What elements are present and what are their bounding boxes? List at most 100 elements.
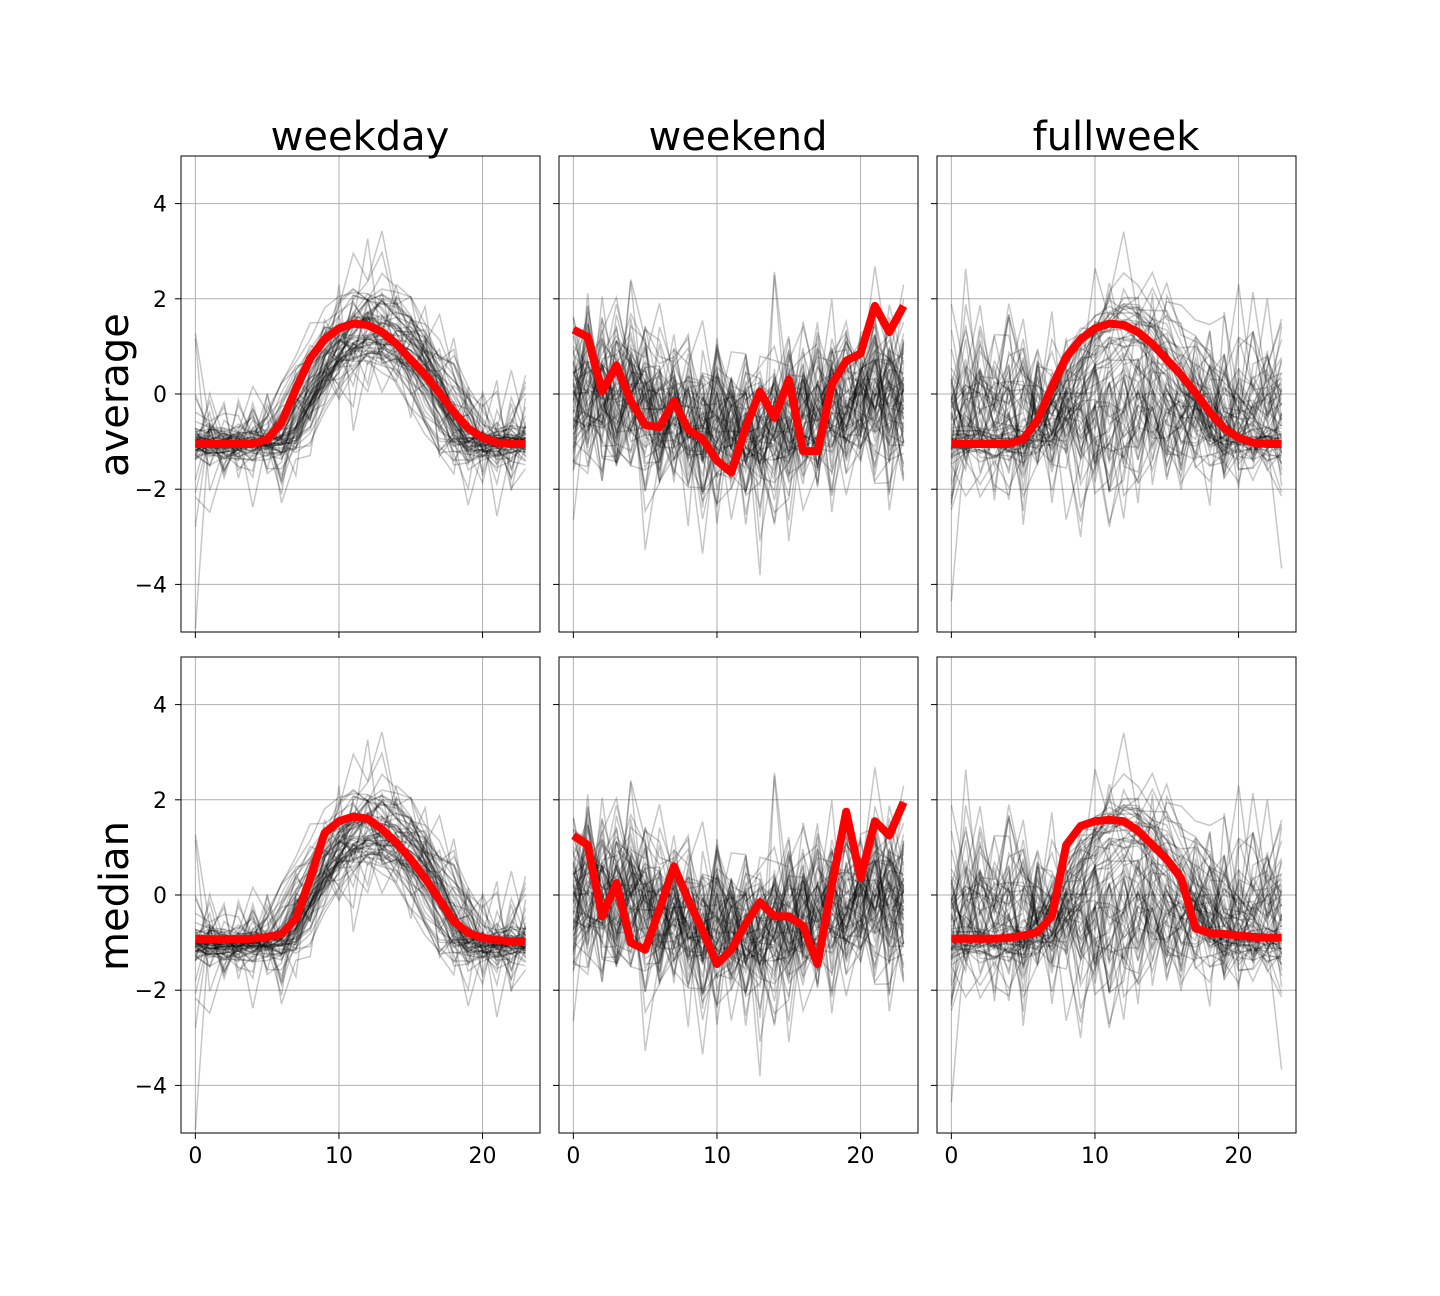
background-trace bbox=[195, 834, 527, 953]
background-trace bbox=[572, 797, 905, 972]
background-trace bbox=[194, 316, 526, 466]
background-trace bbox=[572, 826, 905, 959]
background-trace bbox=[951, 308, 1282, 454]
background-trace bbox=[572, 324, 905, 466]
background-trace bbox=[950, 819, 1283, 972]
background-trace bbox=[195, 789, 527, 955]
panel-average-weekend bbox=[553, 155, 919, 638]
background-trace bbox=[950, 826, 1283, 961]
background-trace bbox=[572, 339, 905, 453]
red-summary-line bbox=[571, 800, 908, 968]
background-trace bbox=[572, 825, 905, 967]
background-trace bbox=[195, 795, 526, 959]
background-trace bbox=[950, 349, 1283, 489]
background-trace bbox=[572, 850, 905, 997]
background-trace bbox=[950, 268, 1283, 490]
background-trace bbox=[194, 789, 527, 993]
background-trace bbox=[950, 332, 1283, 475]
x-tick-label: 10 bbox=[325, 1144, 353, 1169]
background-trace bbox=[194, 799, 526, 950]
background-trace bbox=[950, 843, 1283, 998]
background-trace bbox=[572, 772, 905, 1077]
background-trace bbox=[572, 279, 905, 483]
background-trace bbox=[572, 804, 905, 977]
background-trace bbox=[572, 335, 905, 476]
background-trace bbox=[950, 826, 1283, 993]
background-trace bbox=[194, 334, 526, 447]
background-trace bbox=[195, 338, 526, 457]
background-trace bbox=[194, 831, 527, 962]
background-trace bbox=[572, 805, 905, 1016]
background-trace bbox=[572, 815, 905, 978]
background-trace bbox=[572, 817, 904, 995]
x-tick-label: 0 bbox=[944, 1144, 958, 1169]
background-trace bbox=[950, 364, 1283, 512]
background-trace bbox=[951, 806, 1282, 956]
x-tick-label: 0 bbox=[188, 1144, 202, 1169]
background-trace bbox=[195, 293, 526, 458]
background-trace bbox=[950, 813, 1283, 1007]
y-tick-label: 2 bbox=[153, 288, 167, 313]
background-trace bbox=[572, 334, 905, 497]
background-trace bbox=[950, 830, 1283, 1039]
background-trace bbox=[195, 814, 527, 1005]
background-trace bbox=[950, 821, 1282, 954]
background-trace bbox=[194, 302, 527, 487]
background-trace bbox=[950, 847, 1283, 978]
background-trace bbox=[950, 832, 1283, 1001]
y-tick-label: 0 bbox=[153, 884, 167, 909]
background-trace bbox=[950, 772, 1282, 967]
background-trace bbox=[950, 792, 1283, 991]
background-trace bbox=[572, 795, 905, 1021]
background-trace bbox=[194, 813, 527, 992]
background-trace bbox=[572, 849, 905, 1021]
row-label-median: median bbox=[92, 821, 138, 971]
column-title-weekday: weekday bbox=[271, 114, 450, 160]
background-trace bbox=[950, 365, 1283, 479]
background-trace bbox=[951, 305, 1282, 455]
background-trace bbox=[572, 356, 905, 462]
background-trace bbox=[950, 292, 1283, 477]
background-trace bbox=[951, 344, 1282, 461]
background-trace bbox=[572, 358, 904, 513]
red-summary-line bbox=[195, 812, 526, 946]
background-trace bbox=[950, 268, 1283, 491]
red-summary-line bbox=[951, 815, 1282, 943]
background-trace bbox=[195, 334, 527, 452]
panel-average-fullweek bbox=[931, 155, 1297, 638]
background-trace bbox=[951, 339, 1282, 464]
background-trace bbox=[950, 850, 1283, 1005]
background-trace bbox=[195, 331, 526, 448]
background-trace bbox=[195, 835, 527, 953]
background-trace bbox=[950, 336, 1283, 471]
background-trace bbox=[950, 839, 1283, 975]
background-trace bbox=[194, 330, 527, 469]
background-trace bbox=[950, 807, 1282, 986]
background-traces bbox=[572, 767, 905, 1077]
background-trace bbox=[950, 834, 1283, 971]
background-trace bbox=[194, 250, 527, 473]
x-tick-label: 0 bbox=[566, 1144, 580, 1169]
background-trace bbox=[572, 767, 905, 978]
background-trace bbox=[950, 349, 1283, 504]
background-trace bbox=[572, 829, 905, 1014]
background-trace bbox=[950, 326, 1283, 479]
background-trace bbox=[195, 354, 526, 448]
background-trace bbox=[950, 346, 1283, 477]
background-trace bbox=[572, 835, 905, 966]
background-trace bbox=[950, 863, 1283, 984]
background-trace bbox=[951, 866, 1283, 996]
background-trace bbox=[572, 328, 905, 513]
background-trace bbox=[572, 331, 905, 493]
background-trace bbox=[950, 793, 1283, 978]
background-trace bbox=[950, 306, 1282, 485]
background-trace bbox=[194, 739, 527, 977]
y-tick-label: 4 bbox=[153, 694, 167, 719]
background-trace bbox=[950, 339, 1283, 497]
background-trace bbox=[572, 854, 905, 1007]
background-trace bbox=[951, 340, 1282, 443]
background-trace bbox=[194, 831, 527, 970]
background-trace bbox=[194, 230, 526, 517]
background-trace bbox=[950, 304, 1283, 476]
background-trace bbox=[194, 796, 527, 1028]
